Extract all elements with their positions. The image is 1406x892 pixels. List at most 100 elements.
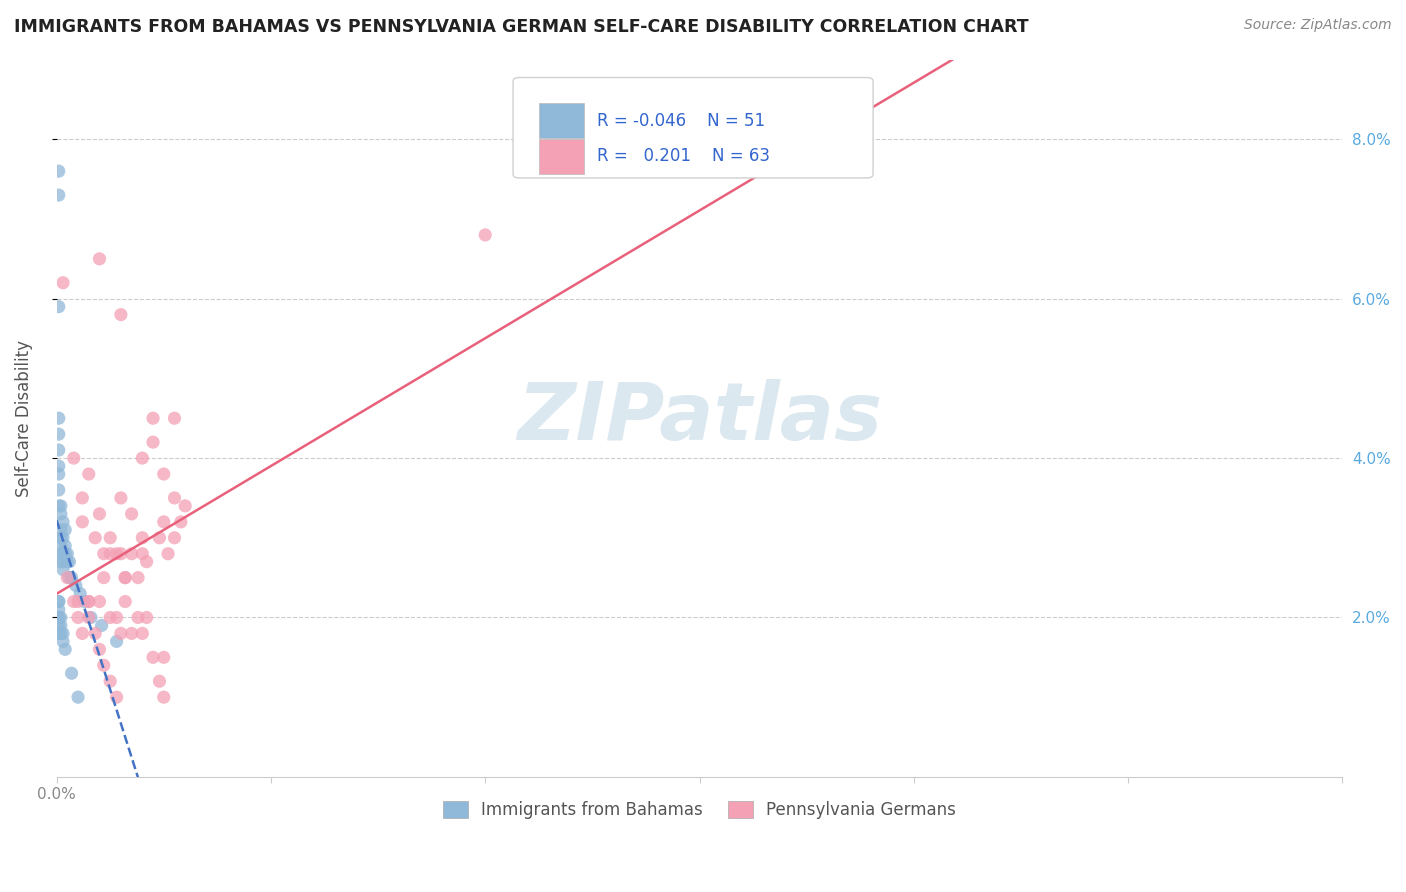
Point <box>110 308 132 322</box>
Point <box>114 571 136 585</box>
Point <box>105 634 128 648</box>
Point <box>53 642 76 657</box>
Point <box>110 626 132 640</box>
Point <box>58 571 80 585</box>
Point <box>135 610 157 624</box>
Y-axis label: Self-Care Disability: Self-Care Disability <box>15 340 32 497</box>
Point <box>56 547 79 561</box>
Point <box>157 547 180 561</box>
Text: Source: ZipAtlas.com: Source: ZipAtlas.com <box>1244 18 1392 32</box>
Point <box>72 515 94 529</box>
Point <box>114 594 136 608</box>
Point <box>89 507 111 521</box>
Point <box>48 499 70 513</box>
Point <box>105 690 128 705</box>
Point <box>58 555 80 569</box>
Point <box>48 618 70 632</box>
Point <box>52 563 75 577</box>
Point <box>48 467 70 481</box>
Point <box>93 571 115 585</box>
Point <box>98 610 121 624</box>
Point <box>48 610 70 624</box>
Point <box>52 515 75 529</box>
Point <box>67 594 90 608</box>
Point <box>56 555 79 569</box>
Point <box>48 626 70 640</box>
Point <box>121 626 143 640</box>
Point <box>77 610 100 624</box>
Point <box>89 594 111 608</box>
Point <box>52 634 75 648</box>
Point <box>49 618 72 632</box>
Point <box>77 594 100 608</box>
Point <box>163 491 186 505</box>
Point <box>53 523 76 537</box>
Point <box>152 690 174 705</box>
Point <box>49 610 72 624</box>
Point <box>60 571 83 585</box>
Point <box>135 555 157 569</box>
Point <box>52 531 75 545</box>
Point <box>72 626 94 640</box>
Point <box>52 276 75 290</box>
Point <box>142 411 165 425</box>
Point <box>148 674 170 689</box>
Point <box>93 547 115 561</box>
Point <box>131 626 153 640</box>
FancyBboxPatch shape <box>538 139 583 174</box>
Point <box>84 626 107 640</box>
Text: IMMIGRANTS FROM BAHAMAS VS PENNSYLVANIA GERMAN SELF-CARE DISABILITY CORRELATION : IMMIGRANTS FROM BAHAMAS VS PENNSYLVANIA … <box>14 18 1029 36</box>
Point <box>89 252 111 266</box>
Point <box>142 650 165 665</box>
Point <box>49 499 72 513</box>
Point <box>77 594 100 608</box>
Point <box>98 547 121 561</box>
Point <box>163 411 186 425</box>
FancyBboxPatch shape <box>538 103 583 137</box>
Point <box>84 531 107 545</box>
Point <box>142 435 165 450</box>
Text: R = -0.046    N = 51: R = -0.046 N = 51 <box>596 112 765 129</box>
Point <box>90 618 112 632</box>
Point <box>121 507 143 521</box>
Point <box>98 674 121 689</box>
Point <box>49 547 72 561</box>
Point <box>49 523 72 537</box>
Legend: Immigrants from Bahamas, Pennsylvania Germans: Immigrants from Bahamas, Pennsylvania Ge… <box>436 795 963 826</box>
Point <box>48 602 70 616</box>
Point <box>56 571 79 585</box>
Point <box>67 610 90 624</box>
Point <box>163 531 186 545</box>
Point <box>127 571 149 585</box>
Point <box>65 578 87 592</box>
Point <box>52 555 75 569</box>
Point <box>152 467 174 481</box>
Point <box>53 547 76 561</box>
Point <box>48 458 70 473</box>
Point <box>121 547 143 561</box>
Point <box>110 547 132 561</box>
Point <box>49 539 72 553</box>
Point <box>98 531 121 545</box>
Point <box>77 467 100 481</box>
Point <box>131 531 153 545</box>
Point <box>105 610 128 624</box>
Point <box>52 626 75 640</box>
Point <box>131 451 153 466</box>
Point <box>67 690 90 705</box>
Point <box>174 499 197 513</box>
Point <box>49 531 72 545</box>
Point <box>148 531 170 545</box>
Point <box>72 491 94 505</box>
Point <box>48 594 70 608</box>
Point <box>114 571 136 585</box>
Point <box>48 427 70 442</box>
Point <box>52 547 75 561</box>
Point <box>474 227 496 242</box>
Point <box>127 610 149 624</box>
Point <box>69 586 91 600</box>
Point <box>48 594 70 608</box>
FancyBboxPatch shape <box>513 78 873 178</box>
Point <box>62 594 84 608</box>
Point <box>170 515 193 529</box>
